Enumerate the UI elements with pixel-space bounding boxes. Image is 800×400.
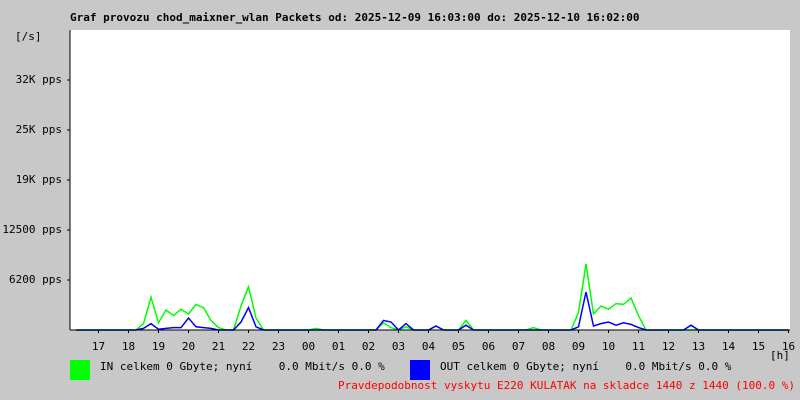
y-tick-label: 25K pps	[16, 123, 62, 136]
x-tick-label: 05	[452, 340, 465, 353]
x-tick-label: 22	[242, 340, 255, 353]
x-tick-label: 23	[272, 340, 285, 353]
x-tick-label: 20	[182, 340, 195, 353]
x-tick-label: 12	[662, 340, 675, 353]
x-tick-label: 08	[542, 340, 555, 353]
y-tick-label: 12500 pps	[2, 223, 62, 236]
x-tick-label: 09	[572, 340, 585, 353]
legend-label: IN celkem 0 Gbyte; nyní 0.0 Mbit/s 0.0 %	[100, 360, 385, 373]
legend-label: OUT celkem 0 Gbyte; nyní 0.0 Mbit/s 0.0 …	[440, 360, 732, 373]
x-tick-label: 18	[122, 340, 135, 353]
x-tick-label: 13	[692, 340, 705, 353]
x-tick-label: 19	[152, 340, 165, 353]
x-unit: [h]	[770, 349, 790, 362]
footer: Pravdepodobnost vyskytu E220 KULATAK na …	[338, 379, 795, 392]
x-tick-label: 07	[512, 340, 525, 353]
x-tick-label: 00	[302, 340, 315, 353]
y-tick-label: 32K pps	[16, 73, 62, 86]
chart-title: Graf provozu chod_maixner_wlan Packets o…	[70, 11, 640, 24]
y-unit: [/s]	[15, 30, 42, 43]
x-tick-label: 16	[782, 340, 795, 353]
x-tick-label: 03	[392, 340, 405, 353]
x-tick-label: 14	[722, 340, 736, 353]
x-tick-label: 04	[422, 340, 436, 353]
y-tick-label: 6200 pps	[9, 273, 62, 286]
x-tick-label: 06	[482, 340, 495, 353]
x-tick-label: 15	[752, 340, 765, 353]
x-tick-label: 01	[332, 340, 345, 353]
legend-swatch	[410, 360, 430, 380]
legend-swatch	[70, 360, 90, 380]
y-tick-label: 19K pps	[16, 173, 62, 186]
x-tick-label: 11	[632, 340, 645, 353]
plot-area	[70, 30, 790, 330]
x-tick-label: 21	[212, 340, 225, 353]
x-tick-label: 02	[362, 340, 375, 353]
x-tick-label: 10	[602, 340, 615, 353]
x-tick-label: 17	[92, 340, 105, 353]
